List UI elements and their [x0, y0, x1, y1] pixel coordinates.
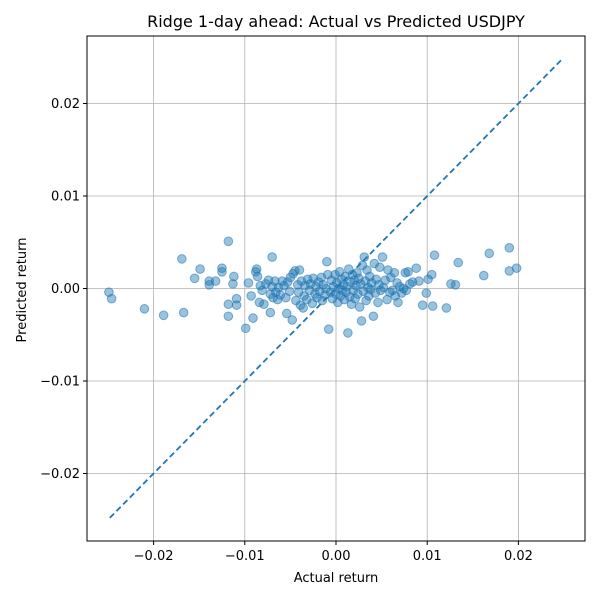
scatter-point	[389, 267, 400, 278]
scatter-point	[374, 262, 385, 273]
scatter-point	[210, 276, 221, 286]
x-axis-label: Actual return	[294, 571, 379, 586]
scatter-point	[252, 271, 263, 282]
scatter-point	[246, 291, 256, 301]
chart-title: Ridge 1-day ahead: Actual vs Predicted U…	[147, 12, 525, 31]
y-tick-label: 0.00	[51, 282, 80, 297]
scatter-point	[240, 323, 251, 334]
y-tick-label: −0.01	[40, 374, 80, 389]
scatter-point	[223, 311, 234, 322]
scatter-point	[228, 279, 238, 289]
scatter-point	[354, 302, 365, 312]
axis-ticks: −0.02 −0.01 0.00 0.01 0.02 −0.02 −0.01 0.00 0.01…	[40, 97, 533, 564]
scatter-point	[313, 277, 324, 287]
scatter-point	[106, 293, 117, 304]
scatter-point	[158, 310, 169, 321]
scatter-point	[322, 256, 332, 267]
x-tick-label: 0.00	[322, 549, 351, 564]
scatter-point	[478, 270, 489, 281]
scatter-point	[267, 252, 277, 262]
scatter-point	[441, 303, 452, 313]
scatter-point	[323, 324, 334, 334]
scatter-point	[453, 257, 464, 268]
scatter-point	[275, 290, 286, 300]
scatter-point	[339, 294, 350, 305]
scatter-point	[195, 264, 205, 274]
y-tick-label: −0.02	[40, 467, 80, 482]
x-tick-label: −0.01	[225, 549, 265, 564]
scatter-point	[380, 275, 391, 285]
scatter-point	[361, 295, 371, 306]
scatter-point	[511, 263, 522, 273]
grid-lines	[87, 36, 585, 541]
scatter-point	[368, 311, 379, 322]
scatter-point	[248, 313, 258, 323]
scatter-point	[343, 328, 353, 338]
scatter-point	[359, 252, 370, 262]
scatter-point	[217, 267, 227, 277]
scatter-point	[259, 299, 269, 310]
scatter-point	[377, 252, 388, 262]
scatter-point	[295, 300, 306, 310]
y-tick-label: 0.02	[51, 97, 80, 112]
scatter-point	[178, 307, 189, 318]
scatter-points	[104, 236, 522, 338]
scatter-point	[265, 307, 276, 318]
y-tick-label: 0.01	[51, 190, 80, 205]
scatter-point	[284, 286, 295, 297]
scatter-point	[450, 280, 461, 290]
scatter-point	[350, 293, 360, 304]
scatter-point	[271, 287, 281, 297]
scatter-point	[231, 293, 242, 304]
scatter-point	[371, 274, 381, 285]
x-tick-label: 0.01	[413, 549, 442, 564]
scatter-point	[282, 277, 293, 287]
scatter-point	[139, 304, 150, 314]
scatter-point	[484, 248, 495, 259]
scatter-point	[217, 263, 227, 273]
y-axis-label: Predicted return	[15, 238, 30, 343]
scatter-point	[378, 282, 389, 293]
scatter-point	[370, 288, 381, 298]
scatter-point	[243, 278, 254, 288]
scatter-point	[375, 285, 386, 296]
scatter-point	[427, 301, 438, 311]
scatter-point	[229, 271, 239, 282]
scatter-point	[189, 273, 200, 284]
x-tick-label: 0.02	[504, 549, 533, 564]
scatter-point	[292, 280, 303, 290]
scatter-point	[504, 243, 515, 253]
scatter-point	[356, 316, 367, 326]
scatter-point	[411, 263, 422, 273]
scatter-point	[287, 315, 298, 325]
scatter-point	[393, 297, 403, 308]
scatter-point	[223, 236, 234, 247]
scatter-point	[294, 265, 305, 275]
reference-line	[109, 58, 563, 519]
scatter-point	[298, 303, 308, 313]
scatter-point	[421, 288, 432, 298]
scatter-point	[343, 264, 354, 274]
scatter-point	[177, 254, 187, 264]
scatter-point	[414, 276, 424, 286]
scatter-point	[426, 269, 437, 280]
scatter-point	[322, 269, 333, 280]
scatter-point	[353, 289, 363, 299]
reference-line-group	[109, 58, 563, 519]
scatter-point	[251, 264, 262, 274]
scatter-point	[223, 299, 234, 310]
scatter-point	[231, 300, 242, 310]
scatter-point	[373, 297, 383, 308]
scatter-point	[417, 300, 428, 310]
x-tick-label: −0.02	[134, 549, 174, 564]
scatter-point	[374, 280, 384, 290]
scatter-point	[317, 295, 328, 306]
scatter-point	[281, 308, 292, 319]
scatter-point	[403, 267, 413, 277]
scatter-point	[429, 250, 440, 261]
